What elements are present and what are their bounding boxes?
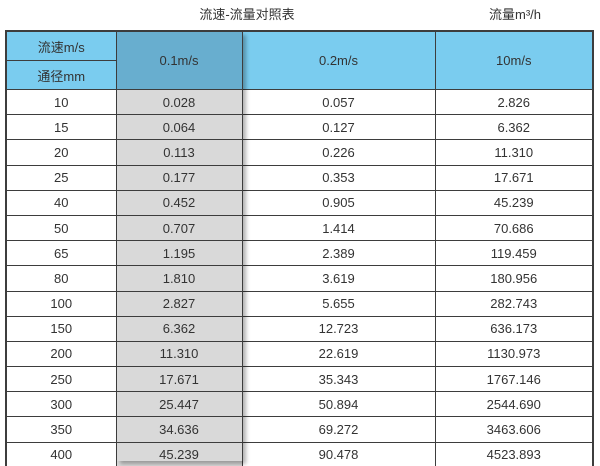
flow-value-cell: 1.810 <box>115 265 243 292</box>
flow-value-cell: 2544.690 <box>434 391 594 418</box>
diameter-cell: 25 <box>5 164 117 191</box>
flow-value-cell: 5.655 <box>241 290 436 317</box>
table-row: 80 1.810 3.619 180.956 <box>5 265 594 292</box>
velocity-axis-label: 流速m/s <box>5 30 117 61</box>
diameter-cell: 50 <box>5 214 117 242</box>
flow-value-cell: 17.671 <box>434 164 594 191</box>
flow-value-cell: 45.239 <box>115 441 243 466</box>
table-row: 250 17.671 35.343 1767.146 <box>5 366 594 393</box>
flow-value-cell: 1130.973 <box>434 340 594 368</box>
diameter-axis-label: 通径mm <box>5 60 117 90</box>
table-row: 150 6.362 12.723 636.173 <box>5 315 594 342</box>
flow-value-cell: 0.113 <box>115 139 243 166</box>
flow-value-cell: 90.478 <box>241 441 436 466</box>
diameter-cell: 300 <box>5 391 117 418</box>
diameter-cell: 100 <box>5 290 117 317</box>
diameter-cell: 200 <box>5 340 117 368</box>
flow-value-cell: 1.195 <box>115 240 243 267</box>
flow-value-cell: 282.743 <box>434 290 594 317</box>
flow-value-cell: 0.064 <box>115 114 243 141</box>
flow-value-cell: 2.826 <box>434 88 594 116</box>
table-row: 200 11.310 22.619 1130.973 <box>5 340 594 368</box>
flow-value-cell: 11.310 <box>115 340 243 368</box>
flow-value-cell: 0.452 <box>115 189 243 216</box>
diameter-cell: 400 <box>5 441 117 466</box>
flow-value-cell: 1.414 <box>241 214 436 242</box>
diameter-cell: 250 <box>5 366 117 393</box>
table-row: 350 34.636 69.272 3463.606 <box>5 416 594 443</box>
table-row: 40 0.452 0.905 45.239 <box>5 189 594 216</box>
velocity-header-0-1: 0.1m/s <box>115 30 243 90</box>
table-title: 流速-流量对照表 <box>199 7 295 22</box>
flow-value-cell: 35.343 <box>241 366 436 393</box>
flow-value-cell: 25.447 <box>115 391 243 418</box>
flow-value-cell: 3.619 <box>241 265 436 292</box>
table-row: 50 0.707 1.414 70.686 <box>5 214 594 242</box>
header-row-velocity: 流速m/s 0.1m/s 0.2m/s 10m/s <box>5 30 594 90</box>
flow-value-cell: 50.894 <box>241 391 436 418</box>
flow-value-cell: 2.827 <box>115 290 243 317</box>
flow-value-cell: 34.636 <box>115 416 243 443</box>
flow-value-cell: 0.127 <box>241 114 436 141</box>
flow-value-cell: 0.028 <box>115 88 243 116</box>
flow-value-cell: 0.177 <box>115 164 243 191</box>
diameter-cell: 350 <box>5 416 117 443</box>
table-header: 流速m/s 0.1m/s 0.2m/s 10m/s 通径mm <box>5 30 594 90</box>
flow-value-cell: 11.310 <box>434 139 594 166</box>
table-row: 20 0.113 0.226 11.310 <box>5 139 594 166</box>
velocity-header-0-2: 0.2m/s <box>241 30 436 90</box>
table-body: 10 0.028 0.057 2.826 15 0.064 0.127 6.362 20 0.11… <box>5 88 594 466</box>
table-row: 400 45.239 90.478 4523.893 <box>5 441 594 466</box>
flow-value-cell: 2.389 <box>241 240 436 267</box>
flow-value-cell: 119.459 <box>434 240 594 267</box>
flow-value-cell: 0.226 <box>241 139 436 166</box>
diameter-cell: 10 <box>5 88 117 116</box>
flow-value-cell: 636.173 <box>434 315 594 342</box>
table-row: 300 25.447 50.894 2544.690 <box>5 391 594 418</box>
table-row: 100 2.827 5.655 282.743 <box>5 290 594 317</box>
flow-value-cell: 4523.893 <box>434 441 594 466</box>
diameter-cell: 150 <box>5 315 117 342</box>
diameter-cell: 80 <box>5 265 117 292</box>
table-row: 25 0.177 0.353 17.671 <box>5 164 594 191</box>
flow-value-cell: 17.671 <box>115 366 243 393</box>
flow-value-cell: 180.956 <box>434 265 594 292</box>
flow-value-cell: 70.686 <box>434 214 594 242</box>
diameter-cell: 65 <box>5 240 117 267</box>
table-row: 10 0.028 0.057 2.826 <box>5 88 594 116</box>
flow-value-cell: 69.272 <box>241 416 436 443</box>
flow-unit-label: 流量m³/h <box>488 7 542 22</box>
table-row: 15 0.064 0.127 6.362 <box>5 114 594 141</box>
flow-conversion-table: 流速m/s 0.1m/s 0.2m/s 10m/s 通径mm 10 0.028 0.… <box>5 30 594 466</box>
flow-value-cell: 1767.146 <box>434 366 594 393</box>
diameter-cell: 15 <box>5 114 117 141</box>
diameter-cell: 20 <box>5 139 117 166</box>
flow-value-cell: 22.619 <box>241 340 436 368</box>
table-row: 65 1.195 2.389 119.459 <box>5 240 594 267</box>
flow-value-cell: 6.362 <box>115 315 243 342</box>
flow-value-cell: 0.707 <box>115 214 243 242</box>
header-row-diameter: 通径mm <box>5 60 593 90</box>
flow-value-cell: 0.057 <box>241 88 436 116</box>
flow-value-cell: 6.362 <box>434 114 594 141</box>
flow-value-cell: 12.723 <box>241 315 436 342</box>
velocity-header-10: 10m/s <box>434 30 594 90</box>
flow-value-cell: 45.239 <box>434 189 594 216</box>
flow-value-cell: 0.353 <box>241 164 436 191</box>
diameter-cell: 40 <box>5 189 117 216</box>
flow-value-cell: 3463.606 <box>434 416 594 443</box>
flow-value-cell: 0.905 <box>241 189 436 216</box>
